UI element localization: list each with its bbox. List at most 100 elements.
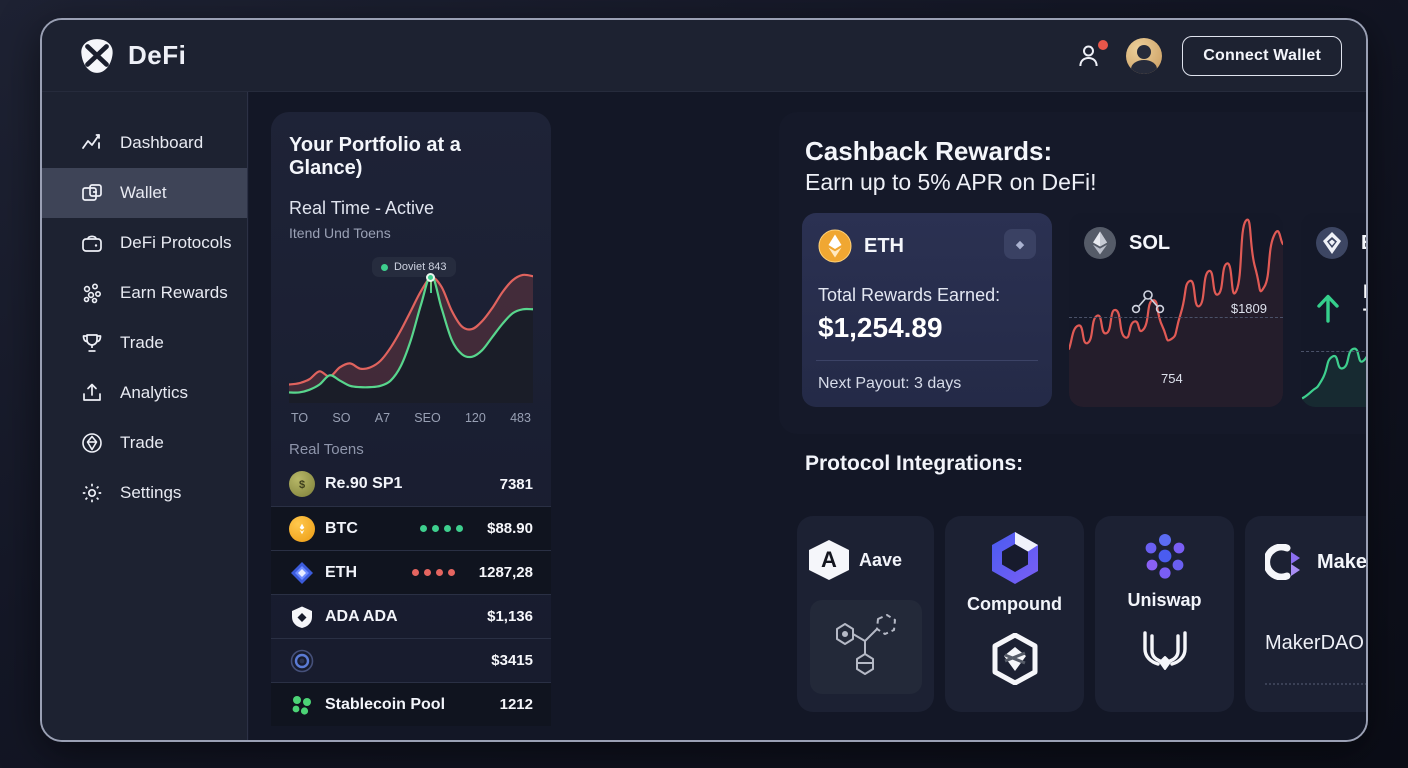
- protocol-name: MakerDAO: [1317, 550, 1368, 573]
- cashback-subtitle: Earn up to 5% APR on DeFi!: [805, 169, 1097, 195]
- sidebar-item-trade-2[interactable]: Trade: [42, 418, 247, 468]
- makerdao-logo-icon: [1265, 544, 1305, 580]
- token-name: Re.90 SP1: [325, 475, 403, 492]
- x-tick: 483: [510, 411, 531, 425]
- protocol-card-makerdao[interactable]: MakerDAO MakerDAO: [1245, 516, 1368, 712]
- sidebar-item-earn-rewards[interactable]: Earn Rewards: [42, 268, 247, 318]
- protocol-name: Uniswap: [1127, 590, 1202, 610]
- token-row-ada[interactable]: ADA ADA $1,136: [271, 594, 551, 638]
- x-tick: SEO: [414, 411, 441, 425]
- token-value: 1212: [499, 696, 533, 713]
- sidebar-item-defi-protocols[interactable]: DeFi Protocols: [42, 218, 247, 268]
- x-tick: 120: [464, 411, 486, 425]
- portfolio-chart[interactable]: Doviet 843: [289, 257, 533, 403]
- token-name: BTC: [325, 519, 358, 537]
- token-name: ADA ADA: [325, 607, 398, 625]
- token-value: 7381: [499, 475, 533, 493]
- x-tick: TO: [291, 411, 309, 425]
- brand-name: DeFi: [128, 40, 187, 70]
- sidebar-item-settings[interactable]: Settings: [42, 468, 247, 518]
- sidebar-item-analytics[interactable]: Analytics: [42, 368, 247, 418]
- tooltip-dot-icon: [380, 263, 388, 271]
- brand-logo-icon: [78, 37, 116, 75]
- cluster-icon: [289, 692, 315, 718]
- sidebar-item-dashboard[interactable]: Dashboard: [42, 118, 247, 168]
- main-content: Your Portfolio at a Glance) Real Time - …: [249, 92, 1366, 740]
- btc-coin-icon: [289, 515, 315, 542]
- stacked-diamond-icon: [945, 633, 1084, 685]
- token-value: $3415: [491, 652, 533, 669]
- eth-rewards-card[interactable]: ETH ◆ Total Rewards Earned: $1,254.89 Ne…: [802, 213, 1052, 407]
- x-tick: A7: [374, 411, 391, 425]
- token-row-rings[interactable]: $3415: [271, 638, 551, 682]
- sidebar-item-label: Earn Rewards: [120, 283, 228, 302]
- token-row-btc[interactable]: BTC $88.90: [271, 506, 551, 550]
- token-name: ETH: [325, 563, 357, 581]
- token-value: $88.90: [487, 520, 533, 537]
- symbol-label: ETH: [1361, 232, 1366, 255]
- sidebar-item-label: Dashboard: [120, 133, 204, 152]
- aave-logo-icon: A: [809, 540, 849, 580]
- sidebar-item-label: Analytics: [120, 383, 189, 402]
- platform-token-card[interactable]: ETH Platform Token 1890: [1301, 213, 1366, 407]
- uniswap-dots-icon: [1139, 530, 1191, 582]
- rewards-amount: $1,254.89: [818, 312, 943, 343]
- compound-logo-icon: [989, 530, 1041, 586]
- sidebar-item-label: Wallet: [120, 183, 167, 202]
- cashback-title: Cashback Rewards:: [805, 136, 1053, 166]
- sidebar-item-trade[interactable]: Trade: [42, 318, 247, 368]
- avatar[interactable]: [1126, 37, 1163, 74]
- makerdao-sub-label: MakerDAO: [1265, 632, 1364, 654]
- protocols-title: Protocol Integrations:: [805, 452, 1024, 475]
- trophy-icon: [80, 331, 104, 355]
- purse-icon: [80, 231, 104, 255]
- shield-coin-icon: [289, 604, 315, 630]
- eth-gold-coin-icon: [818, 229, 852, 263]
- protocol-card-uniswap[interactable]: Uniswap: [1095, 516, 1234, 712]
- protocol-card-compound[interactable]: Compound: [945, 516, 1084, 712]
- protocol-name: Aave: [859, 549, 903, 570]
- sidebar-item-wallet[interactable]: Wallet: [42, 168, 247, 218]
- sidebar-item-label: Trade: [120, 333, 164, 352]
- olive-coin-icon: $: [289, 471, 315, 497]
- reference-line: [1069, 317, 1283, 318]
- network-icon: [1131, 289, 1165, 315]
- protocol-name: Compound: [967, 594, 1062, 614]
- rings-icon: [289, 648, 315, 674]
- svg-text:$: $: [299, 479, 305, 491]
- platform-token-label: Platform Token: [1363, 281, 1366, 329]
- symbol-label: ETH: [864, 234, 904, 257]
- protocol-card-aave[interactable]: A Aave: [797, 516, 934, 712]
- diamond-mini-button[interactable]: ◆: [1004, 229, 1036, 259]
- token-row-resp[interactable]: $ Re.90 SP1 7381: [271, 462, 551, 506]
- sol-card[interactable]: SOL $1809 754: [1069, 213, 1283, 407]
- rewards-label: Total Rewards Earned:: [818, 285, 1001, 305]
- wallet-icon: [80, 181, 104, 205]
- top-bar: DeFi Connect Wallet: [42, 20, 1366, 92]
- divider: [816, 360, 1038, 361]
- trend-dots-red: [411, 569, 455, 576]
- portfolio-card: Your Portfolio at a Glance) Real Time - …: [271, 112, 551, 726]
- sidebar-item-label: Settings: [120, 483, 182, 502]
- brand: DeFi: [78, 37, 186, 75]
- eth-slate-coin-icon: [1315, 226, 1349, 260]
- symbol-label: SOL: [1129, 231, 1171, 254]
- notification-dot: [1098, 39, 1109, 50]
- x-tick: SO: [332, 411, 351, 425]
- sidebar: Dashboard Wallet DeFi Protocols: [42, 92, 248, 740]
- sidebar-item-label: DeFi Protocols: [120, 233, 232, 252]
- token-name: Stablecoin Pool: [325, 695, 446, 713]
- up-arrow-icon: [1313, 291, 1343, 325]
- token-row-stablecoin[interactable]: Stablecoin Pool 1212: [271, 682, 551, 726]
- trend-dots-green: [420, 525, 464, 532]
- chart-peak-marker: [425, 273, 435, 282]
- notifications-person-icon[interactable]: [1076, 39, 1109, 71]
- reference-line: [1301, 351, 1366, 352]
- token-value: 1287,28: [478, 564, 533, 581]
- portfolio-subtitle: Real Time - Active: [289, 198, 435, 218]
- sol-coin-icon: [1083, 226, 1117, 260]
- x-value-label: 754: [1161, 371, 1183, 386]
- token-row-eth[interactable]: ETH 1287,28: [271, 550, 551, 594]
- portfolio-x-axis: TO SO A7 SEO 120 483: [289, 411, 533, 425]
- connect-wallet-button[interactable]: Connect Wallet: [1182, 35, 1342, 76]
